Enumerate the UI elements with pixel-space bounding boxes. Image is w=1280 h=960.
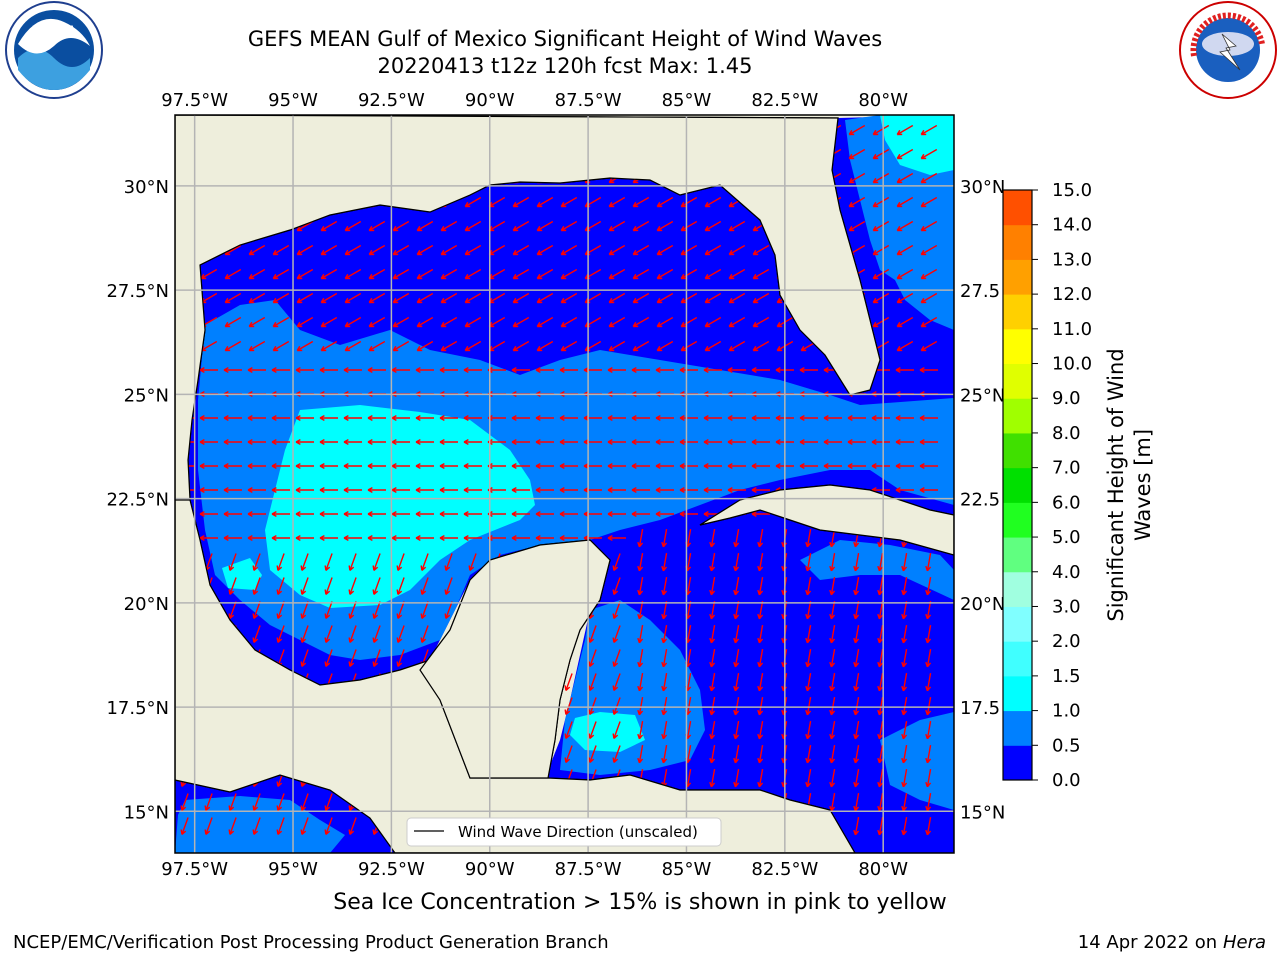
lon-tick-bottom: 80°W [858,859,908,880]
colorbar-tick: 9.0 [1052,388,1081,409]
colorbar-segment [1003,641,1032,677]
colorbar-tick: 5.0 [1052,527,1081,548]
colorbar-tick: 1.5 [1052,666,1081,687]
colorbar-tick: 13.0 [1052,249,1092,270]
ocean-1-1.5m [265,405,535,608]
colorbar-segment [1003,467,1032,503]
colorbar: 0.0 0.5 1.0 1.5 2.0 3.0 4.0 5.0 6.0 7.0 8.0 9.0 10.0… [1002,180,1155,791]
lon-tick-bottom: 97.5°W [161,859,228,880]
lon-tick-top: 92.5°W [358,90,425,111]
colorbar-tick: 1.0 [1052,701,1081,722]
noaa-logo-text: NOAA [32,24,77,40]
colorbar-tick: 12.0 [1052,284,1092,305]
footer-date: 14 Apr 2022 on Hera [1077,932,1266,953]
lon-tick-top: 97.5°W [161,90,228,111]
colorbar-segment [1003,606,1032,642]
colorbar-segment [1003,259,1032,295]
colorbar-tick: 3.0 [1052,596,1081,617]
lon-tick-bottom: 95°W [268,859,318,880]
lat-tick-left: 22.5°N [106,490,169,511]
colorbar-tick: 6.0 [1052,492,1081,513]
chart-subtitle: 20220413 t12z 120h fcst Max: 1.45 [377,54,753,78]
colorbar-tick: 8.0 [1052,423,1081,444]
lat-tick-left: 25°N [124,385,169,406]
colorbar-segment [1003,537,1032,573]
lon-tick-top: 82.5°W [751,90,818,111]
lon-tick-top: 90°W [465,90,515,111]
colorbar-segment [1003,710,1032,746]
yucatan-land-top [419,539,611,779]
nws-logo-icon [1179,1,1277,99]
lon-tick-bottom: 90°W [465,859,515,880]
colorbar-tick: 10.0 [1052,354,1092,375]
lon-tick-top: 80°W [858,90,908,111]
lat-tick-left: 15°N [124,802,169,823]
lat-tick-right: 22.5 [960,490,1000,511]
chart-title: GEFS MEAN Gulf of Mexico Significant Hei… [247,27,883,51]
sea-ice-note: Sea Ice Concentration > 15% is shown in … [333,890,947,915]
lat-tick-right: 27.5 [960,281,1000,302]
lat-tick-left: 20°N [124,594,169,615]
lon-tick-top: 87.5°W [555,90,622,111]
lat-tick-left: 27.5°N [106,281,169,302]
us-mexico-land-top [175,115,881,501]
colorbar-tick: 0.5 [1052,735,1081,756]
lat-tick-right: 20°N [960,594,1005,615]
colorbar-segment [1003,190,1032,226]
colorbar-segment [1003,571,1032,607]
colorbar-segment [1003,224,1032,260]
colorbar-segment [1003,745,1032,781]
colorbar-tick: 2.0 [1052,631,1081,652]
colorbar-tick: 11.0 [1052,319,1092,340]
colorbar-tick: 14.0 [1052,215,1092,236]
lat-tick-left: 17.5°N [106,698,169,719]
lon-tick-bottom: 87.5°W [555,859,622,880]
colorbar-segment [1003,398,1032,434]
lon-tick-bottom: 85°W [662,859,712,880]
colorbar-segment [1003,294,1032,330]
central-america-land-top [175,499,856,853]
colorbar-segment [1003,328,1032,365]
cuba-land-top [699,484,954,556]
colorbar-segment [1003,502,1032,538]
colorbar-segment [1003,363,1032,399]
lon-tick-bottom: 92.5°W [358,859,425,880]
colorbar-tick: 7.0 [1052,458,1081,479]
lon-tick-top: 95°W [268,90,318,111]
lon-tick-top: 85°W [662,90,712,111]
colorbar-tick: 4.0 [1052,562,1081,583]
colorbar-segment [1003,675,1032,712]
noaa-logo-icon: NOAA [5,1,103,99]
legend-label: Wind Wave Direction (unscaled) [458,823,698,841]
lon-tick-bottom: 82.5°W [751,859,818,880]
colorbar-segment [1003,432,1032,469]
lat-tick-left: 30°N [124,177,169,198]
lat-tick-right: 17.5 [960,698,1000,719]
map-frame [174,114,955,854]
lat-tick-right: 30°N [960,177,1005,198]
map-legend: Wind Wave Direction (unscaled) [406,817,722,847]
lat-tick-right: 15°N [960,802,1005,823]
lat-tick-right: 25°N [960,385,1005,406]
colorbar-tick: 0.0 [1052,770,1081,791]
footer-branch: NCEP/EMC/Verification Post Processing Pr… [13,932,609,953]
colorbar-tick: 15.0 [1052,180,1092,201]
colorbar-label: Significant Height of Wind Waves [m] [1104,348,1155,621]
